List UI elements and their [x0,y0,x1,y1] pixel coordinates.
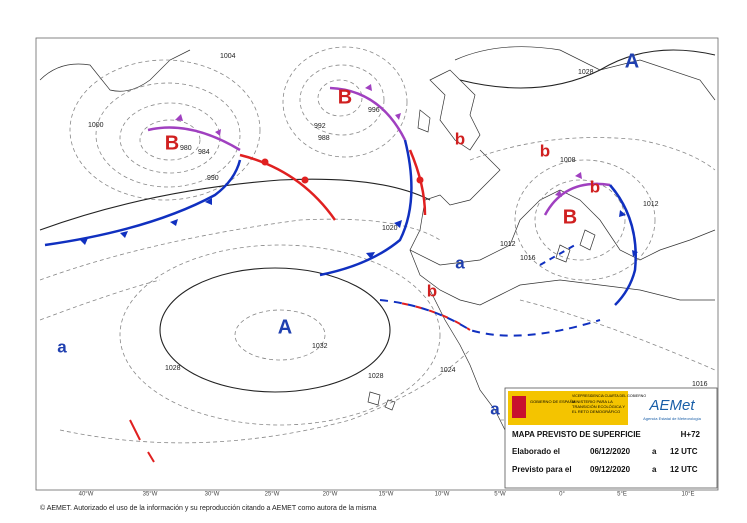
agency-text: Agencia Estatal de Meteorología [643,416,702,421]
isobar-label: 1032 [312,343,328,350]
valid-sep: a [652,465,657,474]
ministry-text-box: MINISTERIO PARA LA TRANSICIÓN ECOLÓGICA … [572,399,625,414]
longitude-label: 0° [559,492,565,498]
low-label: B [338,86,352,108]
low-label: B [165,132,179,154]
ministry-text: MINISTERIO PARA LA TRANSICIÓN ECOLÓGICA … [572,399,625,414]
isobar-label: 1028 [578,69,594,76]
isobar-label: 1024 [440,367,456,374]
longitude-label: 10°E [681,492,694,498]
minor-low-label: b [590,177,600,196]
longitude-label: 5°W [494,492,506,498]
isobar-label: 1000 [88,122,104,129]
isobar-label: 1004 [220,53,236,60]
fronts [44,84,638,463]
lead-time: H+72 [681,430,701,439]
minor-high-label: a [57,337,67,356]
isobar-label: 980 [180,145,192,152]
issued-date: 06/12/2020 [590,447,631,456]
minor-low-label: b [427,281,437,300]
issued-sep: a [652,447,657,456]
isobar-label: 1016 [520,255,536,262]
high-label: A [278,316,292,338]
issued-time: 12 UTC [670,447,698,456]
longitude-label: 25°W [265,492,280,498]
coat-of-arms [512,396,526,418]
map-title: MAPA PREVISTO DE SUPERFICIE [512,430,641,439]
valid-date: 09/12/2020 [590,465,631,474]
isobar-label: 984 [198,149,210,156]
aemet-brand: AEMet [648,397,695,414]
minor-low-label: b [455,129,465,148]
isobar-label: 1028 [368,373,384,380]
valid-time: 12 UTC [670,465,698,474]
government-text: GOBIERNO DE ESPAÑA [530,399,576,404]
footer: © AEMET. Autorizado el uso de la informa… [40,504,377,512]
longitude-label: 30°W [205,492,220,498]
legend-box: GOBIERNO DE ESPAÑA VICEPRESIDENCIA CUART… [504,387,718,489]
isobar-label: 1020 [382,225,398,232]
isobar-label: 1008 [560,157,576,164]
longitude-label: 5°E [617,492,627,498]
high-label: A [625,50,639,72]
valid-label: Previsto para el [512,465,572,474]
longitude-label: 40°W [79,492,94,498]
isobar-label: 992 [314,123,326,130]
minor-low-label: b [540,141,550,160]
isobar-label: 1012 [500,241,516,248]
isobar-label: 996 [368,107,380,114]
minor-high-label: a [490,399,500,418]
issued-label: Elaborado el [512,447,560,456]
longitude-label: 15°W [379,492,394,498]
longitude-label: 35°W [143,492,158,498]
longitude-label: 10°W [435,492,450,498]
vicepresidency-text: VICEPRESIDENCIA CUARTA DEL GOBIERNO [572,394,646,398]
isobars [39,46,716,444]
isobar-label: 1028 [165,365,181,372]
isobar-label: 988 [318,135,330,142]
isobar-label: 1016 [692,381,708,388]
longitude-label: 20°W [323,492,338,498]
low-label: B [563,206,577,228]
government-logo-bg [508,391,628,425]
minor-high-label: a [455,253,465,272]
isobar-label: 1012 [643,201,659,208]
isobar-label: 990 [207,175,219,182]
